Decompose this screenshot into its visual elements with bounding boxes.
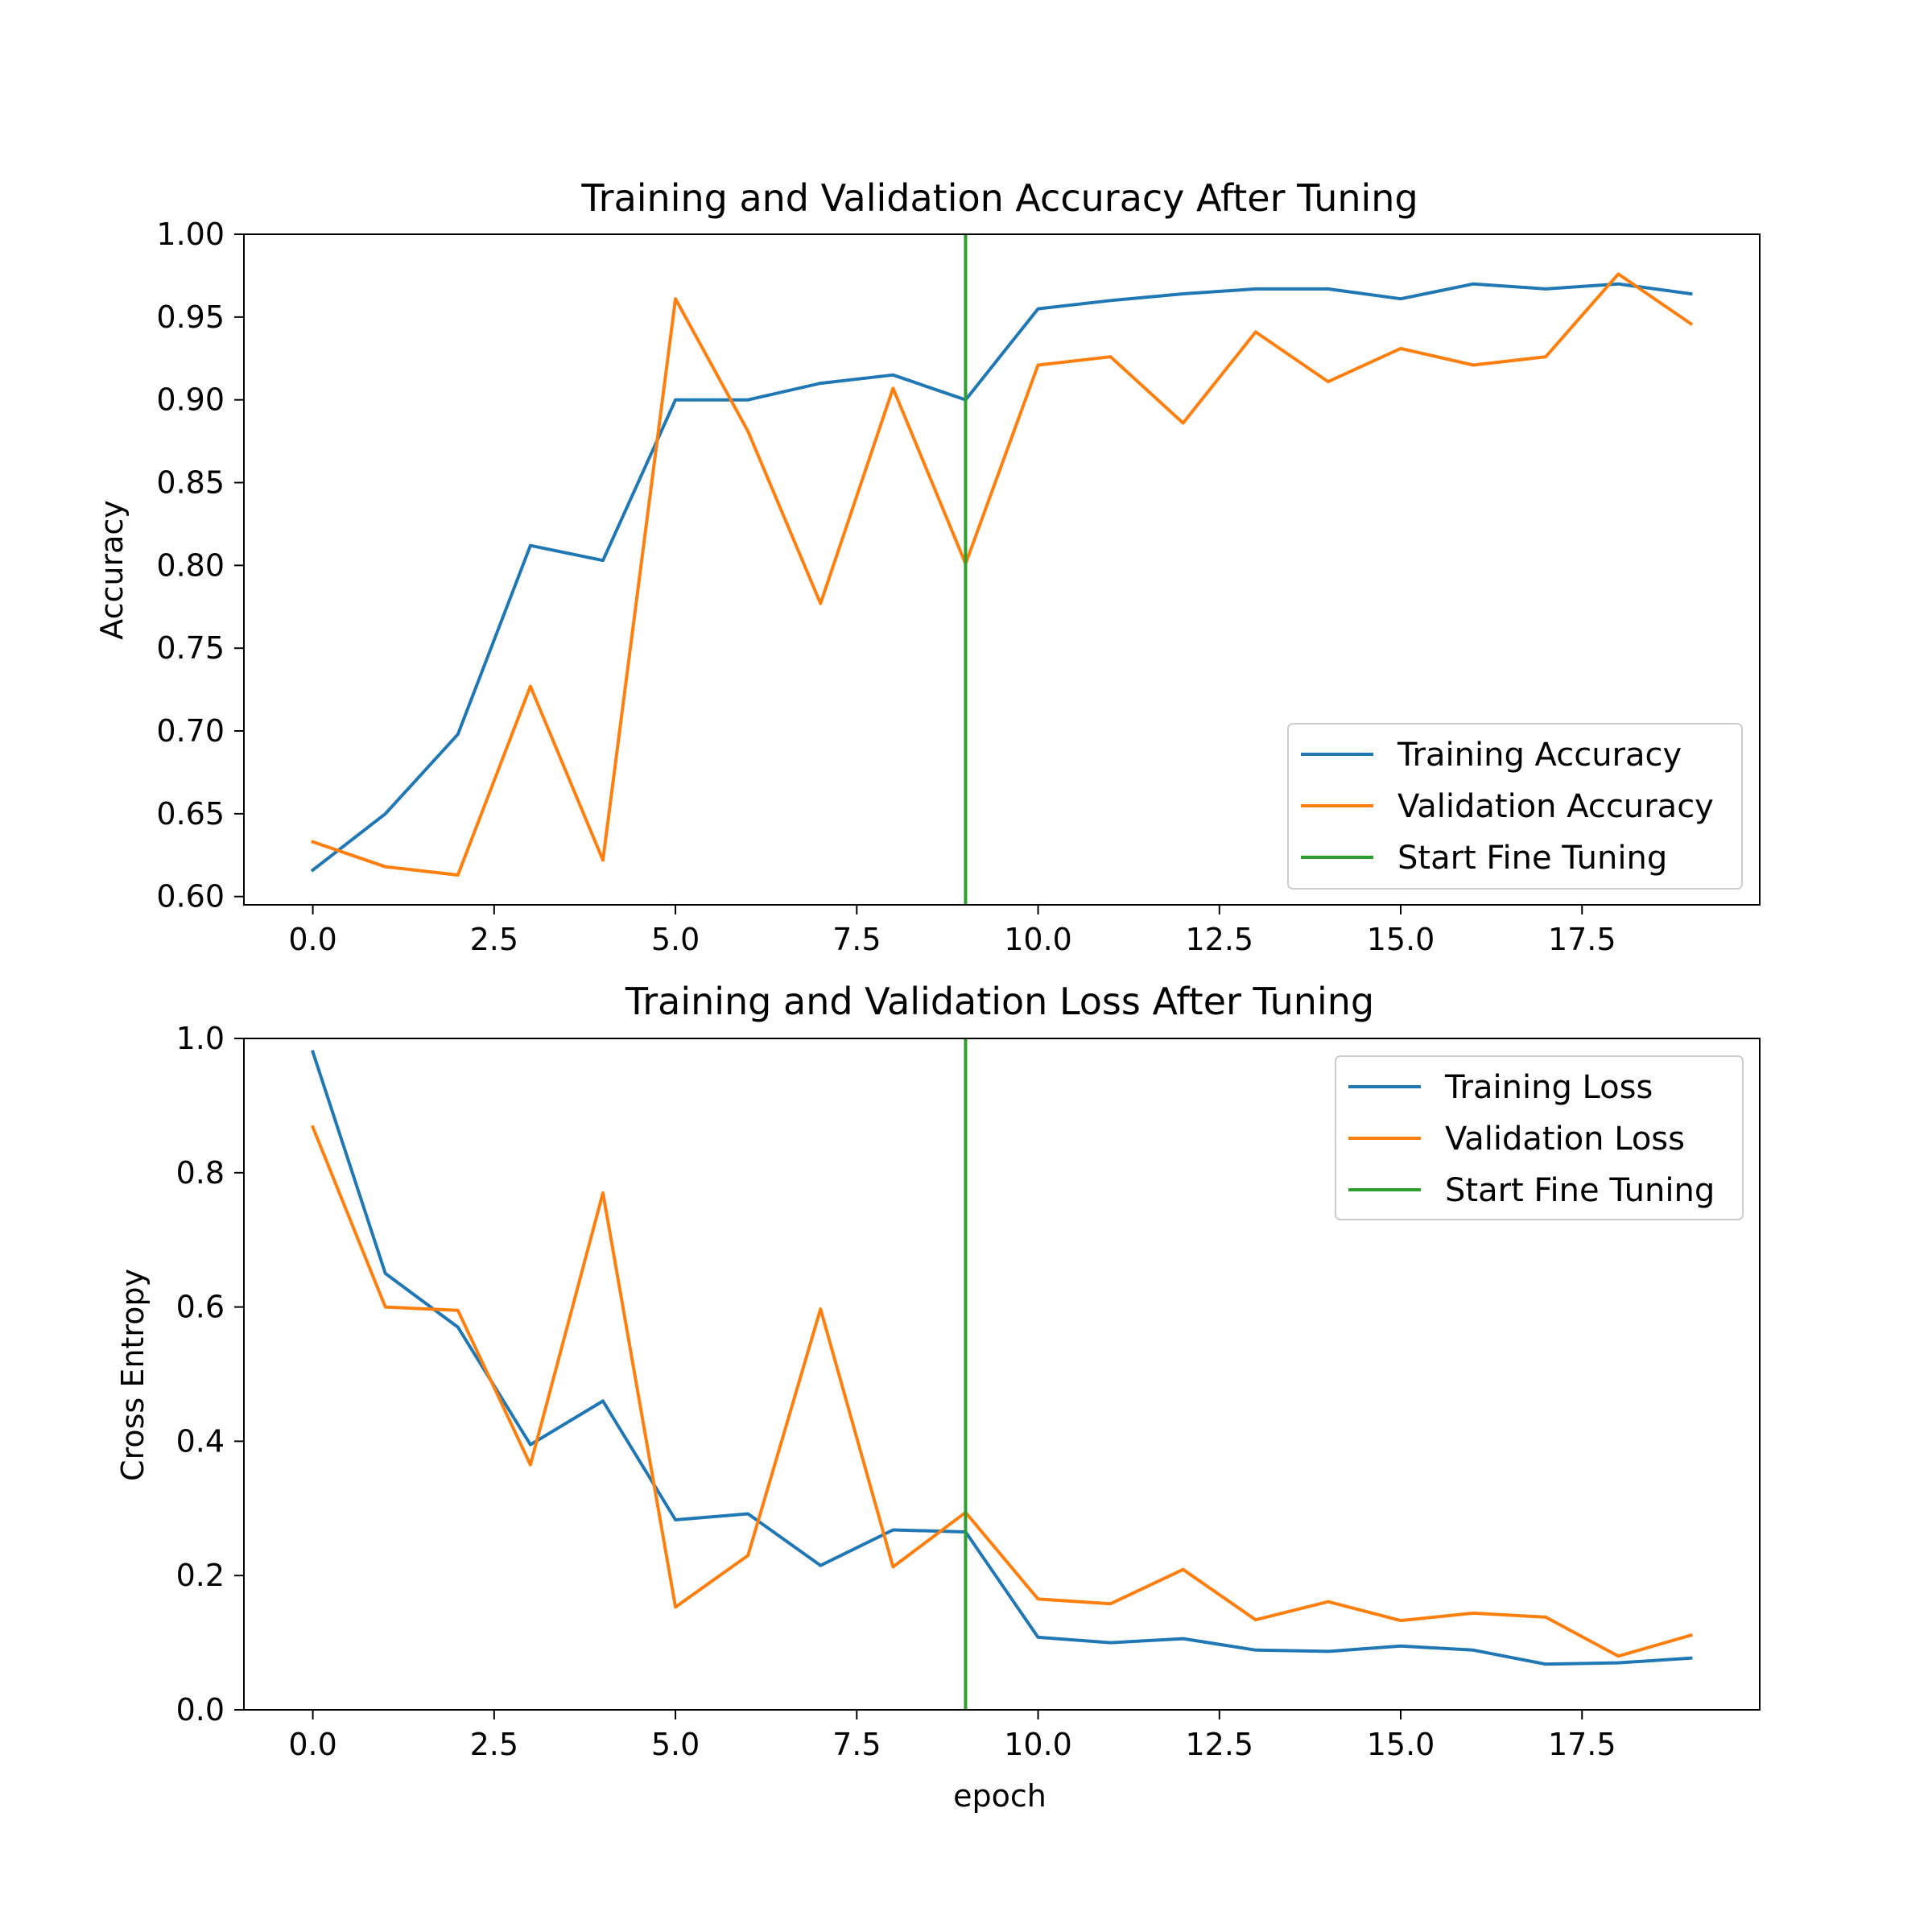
accuracy-chart-title: Training and Validation Accuracy After T… bbox=[580, 176, 1418, 220]
loss-legend: Training Loss Validation Loss Start Fine T… bbox=[1335, 1055, 1744, 1220]
accuracy-y-tick-label: 0.65 bbox=[156, 796, 225, 832]
accuracy-series-line-validation bbox=[311, 272, 1694, 877]
accuracy-legend-box bbox=[1287, 723, 1743, 890]
loss-series-group bbox=[310, 1038, 1693, 1710]
loss-x-tick-label: 5.0 bbox=[651, 1727, 700, 1762]
accuracy-x-tick-label: 10.0 bbox=[1004, 922, 1072, 957]
accuracy-y-tick-label: 0.85 bbox=[156, 465, 225, 501]
loss-x-tick-label: 10.0 bbox=[1004, 1727, 1072, 1762]
loss-chart: Training and Validation Loss After Tunin… bbox=[115, 980, 1761, 1814]
loss-y-tick-label: 0.6 bbox=[176, 1290, 225, 1325]
accuracy-legend-label: Start Fine Tuning bbox=[1397, 840, 1667, 877]
accuracy-x-tick-label: 7.5 bbox=[832, 922, 881, 957]
accuracy-y-tick-label: 0.80 bbox=[156, 547, 225, 583]
loss-series-line-validation bbox=[310, 1125, 1693, 1658]
loss-legend-label: Training Loss bbox=[1444, 1069, 1653, 1106]
accuracy-series-group bbox=[310, 234, 1694, 905]
accuracy-axes-frame bbox=[243, 233, 1761, 906]
accuracy-legend-label: Validation Accuracy bbox=[1397, 788, 1714, 825]
loss-x-tick-label: 0.0 bbox=[288, 1727, 336, 1762]
accuracy-x-tick-label: 5.0 bbox=[651, 922, 700, 957]
accuracy-y-tick-label: 0.60 bbox=[156, 879, 225, 914]
loss-legend-box bbox=[1335, 1055, 1744, 1220]
loss-y-tick-label: 0.2 bbox=[176, 1558, 225, 1593]
accuracy-y-tick-label: 1.00 bbox=[156, 217, 225, 252]
loss-y-tick-label: 1.0 bbox=[176, 1021, 225, 1056]
accuracy-x-tick-label: 15.0 bbox=[1367, 922, 1435, 957]
loss-x-tick-label: 15.0 bbox=[1367, 1727, 1435, 1762]
accuracy-chart: Training and Validation Accuracy After T… bbox=[94, 176, 1761, 957]
accuracy-x-tick-label: 17.5 bbox=[1548, 922, 1616, 957]
loss-legend-label: Validation Loss bbox=[1445, 1121, 1685, 1158]
loss-x-axis-label: epoch bbox=[953, 1778, 1046, 1814]
accuracy-x-tick-label: 0.0 bbox=[288, 922, 336, 957]
accuracy-series-line-training bbox=[310, 282, 1693, 873]
accuracy-plot-area: 0.0 2.5 5.0 7.5 10.0 12.5 15.0 17.5 0.60 0.65 0.70… bbox=[156, 217, 1761, 957]
accuracy-y-axis-label: Accuracy bbox=[94, 500, 130, 640]
accuracy-y-tick-label: 0.95 bbox=[156, 299, 225, 335]
loss-legend-label: Start Fine Tuning bbox=[1445, 1172, 1715, 1209]
accuracy-y-tick-label: 0.90 bbox=[156, 382, 225, 418]
accuracy-y-tick-label: 0.75 bbox=[156, 630, 225, 666]
accuracy-x-tick-label: 12.5 bbox=[1185, 922, 1253, 957]
loss-y-tick-label: 0.8 bbox=[176, 1155, 225, 1191]
loss-x-tick-label: 12.5 bbox=[1185, 1727, 1253, 1762]
accuracy-legend: Training Accuracy Validation Accuracy Star… bbox=[1287, 723, 1743, 890]
loss-series-line-training bbox=[311, 1050, 1693, 1666]
accuracy-x-tick-label: 2.5 bbox=[470, 922, 518, 957]
accuracy-legend-label: Training Accuracy bbox=[1397, 737, 1682, 774]
loss-y-tick-label: 0.0 bbox=[176, 1692, 225, 1728]
loss-y-tick-label: 0.4 bbox=[176, 1423, 225, 1459]
loss-x-tick-label: 7.5 bbox=[832, 1727, 881, 1762]
loss-axes-frame bbox=[243, 1038, 1761, 1711]
loss-y-axis-label: Cross Entropy bbox=[115, 1269, 151, 1481]
loss-x-tick-label: 17.5 bbox=[1548, 1727, 1616, 1762]
loss-x-tick-label: 2.5 bbox=[470, 1727, 518, 1762]
loss-plot-area: 0.0 2.5 5.0 7.5 10.0 12.5 15.0 17.5 0.0 0.2 0.4 0.6… bbox=[176, 1021, 1761, 1762]
accuracy-y-tick-label: 0.70 bbox=[156, 713, 225, 749]
loss-chart-title: Training and Validation Loss After Tunin… bbox=[625, 980, 1374, 1023]
